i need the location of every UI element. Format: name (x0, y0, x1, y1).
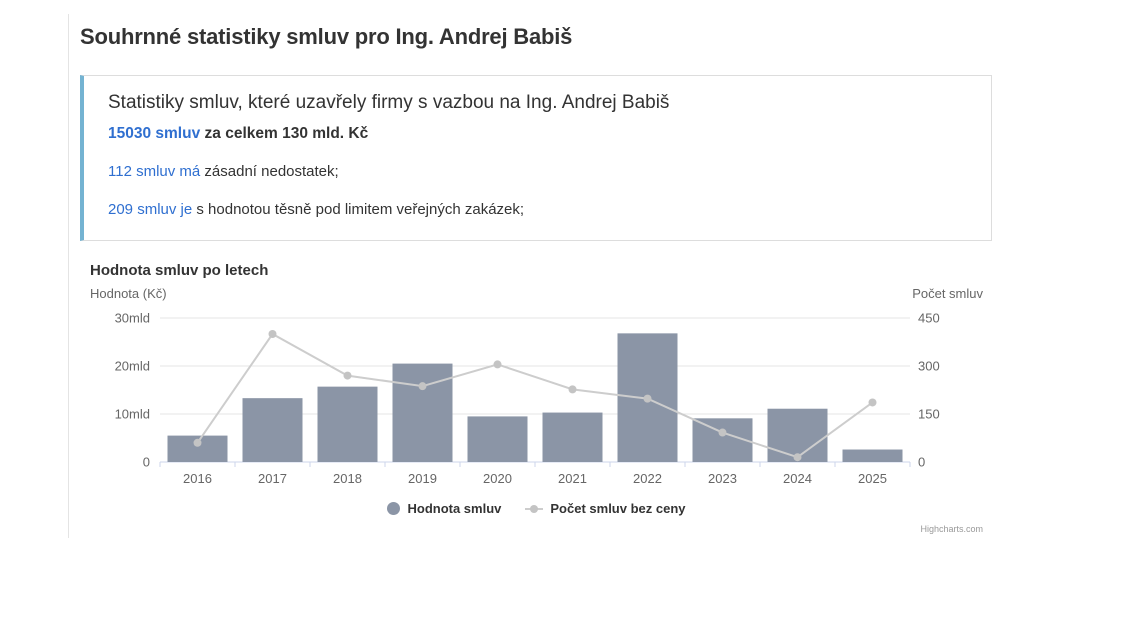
right-axis-tick-label: 0 (918, 455, 925, 470)
summary-near-limit-row: 209 smluv je s hodnotou těsně pod limite… (108, 199, 967, 220)
left-axis-tick-label: 0 (143, 455, 150, 470)
page-title: Souhrnné statistiky smluv pro Ing. Andre… (80, 24, 573, 49)
line-series-legend-marker-icon (525, 504, 544, 513)
bar-2020[interactable] (467, 416, 528, 462)
legend-item-hodnota-smluv[interactable]: Hodnota smluv (387, 501, 501, 516)
point-2024[interactable] (793, 453, 802, 462)
issue-contracts-link[interactable]: 112 smluv má (108, 163, 201, 180)
right-axis-tick-label: 450 (918, 311, 940, 326)
bar-2025[interactable] (842, 449, 903, 462)
bar-2018[interactable] (317, 386, 378, 462)
issue-contracts-text: zásadní nedostatek; (200, 163, 339, 180)
point-2020[interactable] (493, 360, 502, 369)
right-axis-tick-label: 150 (918, 407, 940, 422)
summary-issues-row: 112 smluv má zásadní nedostatek; (108, 161, 967, 182)
right-axis-tick-label: 300 (918, 359, 940, 374)
chart-title: Hodnota smluv po letech (90, 262, 269, 279)
bar-2019[interactable] (392, 363, 453, 462)
line-series-path (196, 332, 874, 459)
near-limit-contracts-link[interactable]: 209 smluv je (108, 201, 193, 218)
point-2019[interactable] (418, 382, 427, 391)
point-2022[interactable] (643, 394, 652, 403)
point-2018[interactable] (343, 371, 352, 380)
x-axis-label-2021: 2021 (558, 471, 587, 486)
contracts-by-year-chart: Hodnota smluv po letech Hodnota (Kč) Poč… (90, 260, 983, 540)
content-left-border (68, 14, 69, 538)
total-contracts-link[interactable]: 15030 smluv (108, 125, 201, 142)
x-axis-label-2016: 2016 (183, 471, 212, 486)
point-2017[interactable] (268, 330, 277, 338)
x-axis-label-2017: 2017 (258, 471, 287, 486)
left-axis-title: Hodnota (Kč) (90, 286, 167, 301)
legend-item-pocet-smluv-bez-ceny[interactable]: Počet smluv bez ceny (525, 501, 686, 516)
x-axis-label-2018: 2018 (333, 471, 362, 486)
left-axis-tick-label: 20mld (115, 359, 150, 374)
point-2021[interactable] (568, 385, 577, 394)
bar-series-legend-marker-icon (387, 502, 401, 515)
x-axis-label-2023: 2023 (708, 471, 737, 486)
point-2023[interactable] (718, 428, 727, 437)
near-limit-contracts-text: s hodnotou těsně pod limitem veřejných z… (192, 201, 525, 218)
highcharts-credits-link[interactable]: Highcharts.com (920, 524, 983, 534)
summary-heading: Statistiky smluv, které uzavřely firmy s… (108, 92, 670, 113)
right-axis-title: Počet smluv (912, 286, 983, 301)
x-axis-label-2020: 2020 (483, 471, 512, 486)
x-axis-label-2025: 2025 (858, 471, 887, 486)
bar-2024[interactable] (767, 408, 828, 462)
chart-legend: Hodnota smluv Počet smluv bez ceny (90, 501, 983, 516)
summary-total-row: 15030 smluv za celkem 130 mld. Kč (108, 123, 967, 144)
legend-label-pocet-smluv-bez-ceny: Počet smluv bez ceny (550, 501, 686, 516)
left-axis-tick-label: 10mld (115, 407, 150, 422)
x-axis-label-2024: 2024 (783, 471, 812, 486)
total-contracts-text: za celkem 130 mld. Kč (200, 125, 369, 142)
chart-plot-area: 0 0 10mld 150 20mld 300 30mld 450 2016 2017 2018 20… (115, 311, 940, 487)
bar-2017[interactable] (242, 398, 303, 462)
legend-label-hodnota-smluv: Hodnota smluv (407, 501, 502, 516)
x-axis-label-2022: 2022 (633, 471, 662, 486)
point-2016[interactable] (193, 438, 202, 447)
bar-2021[interactable] (542, 412, 603, 462)
summary-box: Statistiky smluv, které uzavřely firmy s… (80, 75, 992, 241)
x-axis-label-2019: 2019 (408, 471, 437, 486)
point-2025[interactable] (868, 398, 877, 407)
left-axis-tick-label: 30mld (115, 311, 150, 326)
